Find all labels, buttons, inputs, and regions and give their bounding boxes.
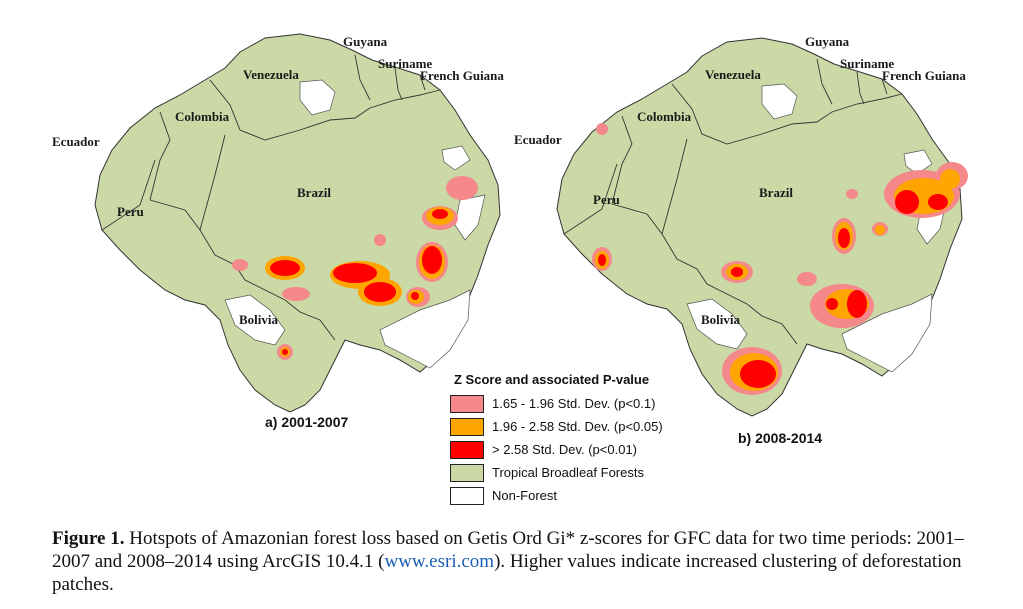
legend-swatch <box>450 417 484 436</box>
legend-swatch <box>450 486 484 505</box>
label-peru: Peru <box>117 204 144 219</box>
label-venezuela: Venezuela <box>243 67 299 82</box>
legend-label: 1.96 - 2.58 Std. Dev. (p<0.05) <box>492 419 663 434</box>
label-peru: Peru <box>593 192 620 207</box>
label-bolivia: Bolivia <box>239 312 279 327</box>
hotspots-b <box>592 123 968 395</box>
label-french-guiana: French Guiana <box>882 68 966 83</box>
label-guyana: Guyana <box>343 34 388 49</box>
legend-item: 1.96 - 2.58 Std. Dev. (p<0.05) <box>450 415 710 438</box>
esri-link[interactable]: www.esri.com <box>384 551 495 572</box>
country-labels-b: Guyana Suriname French Guiana Venezuela … <box>514 34 966 327</box>
caption-text-end: ). Higher values indicate increased clus… <box>52 551 962 595</box>
legend: Z Score and associated P-value 1.65 - 1.… <box>450 372 710 507</box>
legend-item: 1.65 - 1.96 Std. Dev. (p<0.1) <box>450 392 710 415</box>
legend-item: > 2.58 Std. Dev. (p<0.01) <box>450 438 710 461</box>
label-colombia: Colombia <box>637 109 692 124</box>
label-bolivia: Bolivia <box>701 312 741 327</box>
figure-label: Figure 1. <box>52 528 125 549</box>
legend-swatch <box>450 463 484 482</box>
label-suriname: Suriname <box>378 56 432 71</box>
legend-swatch <box>450 394 484 413</box>
label-ecuador: Ecuador <box>514 132 562 147</box>
label-brazil: Brazil <box>759 185 793 200</box>
label-guyana: Guyana <box>805 34 850 49</box>
label-suriname: Suriname <box>840 56 894 71</box>
map-2001-2007: Guyana Suriname French Guiana Venezuela … <box>52 33 504 413</box>
label-ecuador: Ecuador <box>52 134 100 149</box>
label-colombia: Colombia <box>175 109 230 124</box>
non-forest-areas <box>224 79 486 369</box>
legend-label: Tropical Broadleaf Forests <box>492 465 644 480</box>
country-borders <box>563 58 903 345</box>
legend-label: Non-Forest <box>492 488 558 503</box>
country-labels-a: Guyana Suriname French Guiana Venezuela … <box>52 34 504 327</box>
label-venezuela: Venezuela <box>705 67 761 82</box>
legend-swatch <box>450 440 484 459</box>
country-borders <box>101 54 441 341</box>
legend-label: > 2.58 Std. Dev. (p<0.01) <box>492 442 638 457</box>
hotspots-a <box>232 176 478 360</box>
legend-item: Non-Forest <box>450 484 710 507</box>
panel-label-a: a) 2001-2007 <box>265 414 349 430</box>
label-brazil: Brazil <box>297 185 331 200</box>
panel-label-b: b) 2008-2014 <box>738 430 823 446</box>
caption-text: Hotspots of Amazonian forest loss based … <box>52 528 965 572</box>
legend-title: Z Score and associated P-value <box>454 372 650 387</box>
figure-caption: Figure 1. Hotspots of Amazonian forest l… <box>52 527 982 596</box>
maps-figure: Guyana Suriname French Guiana Venezuela … <box>52 33 968 417</box>
label-french-guiana: French Guiana <box>420 68 504 83</box>
legend-label: 1.65 - 1.96 Std. Dev. (p<0.1) <box>492 396 656 411</box>
legend-item: Tropical Broadleaf Forests <box>450 461 710 484</box>
map-2008-2014: Guyana Suriname French Guiana Venezuela … <box>514 34 968 417</box>
